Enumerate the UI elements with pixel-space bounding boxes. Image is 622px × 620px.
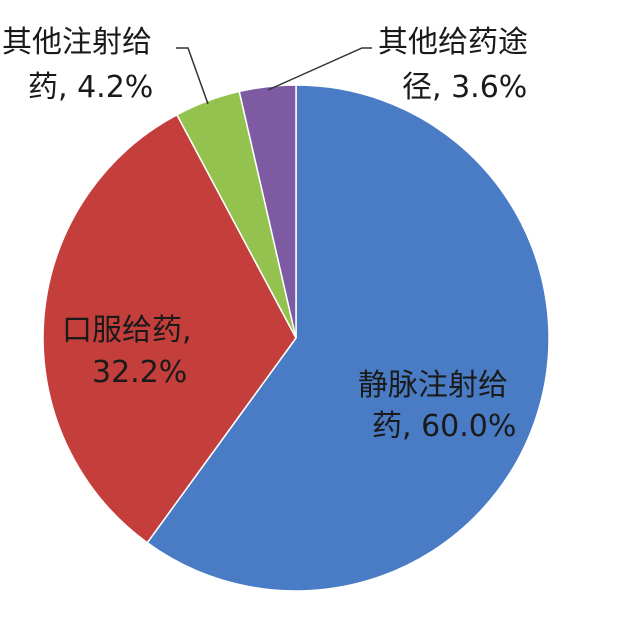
label-other-route-line2: 径, 3.6% [402,70,527,105]
label-other-injection-line2: 药, 4.2% [28,70,153,105]
leader-lines [176,47,372,105]
label-oral-line1: 口服给药, [62,313,192,348]
label-oral-line2: 32.2% [92,355,187,390]
pie-slices [42,84,550,592]
label-iv-line1: 静脉注射给 [358,368,508,403]
leader-line-other-injection [176,47,209,105]
slice-oral [42,113,297,544]
slice-other-route [238,84,297,339]
label-other-injection-line1: 其他注射给 [2,25,152,60]
label-other-route-line1: 其他给药途 [378,25,528,60]
slice-iv-injection [146,84,550,592]
label-iv-line2: 药, 60.0% [372,409,516,444]
leader-line-other-route [267,47,372,91]
data-labels: 静脉注射给 药, 60.0% 口服给药, 32.2% 其他注射给 药, 4.2%… [2,25,528,444]
